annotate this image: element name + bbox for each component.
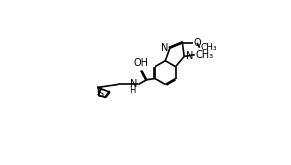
Text: N: N xyxy=(130,79,137,89)
Text: O: O xyxy=(194,38,201,48)
Text: N: N xyxy=(186,51,193,61)
Text: N: N xyxy=(161,43,168,53)
Text: OH: OH xyxy=(133,58,148,68)
Text: S: S xyxy=(97,89,103,99)
Text: CH₃: CH₃ xyxy=(200,43,217,52)
Text: H: H xyxy=(129,86,135,95)
Text: CH₃: CH₃ xyxy=(196,50,214,60)
